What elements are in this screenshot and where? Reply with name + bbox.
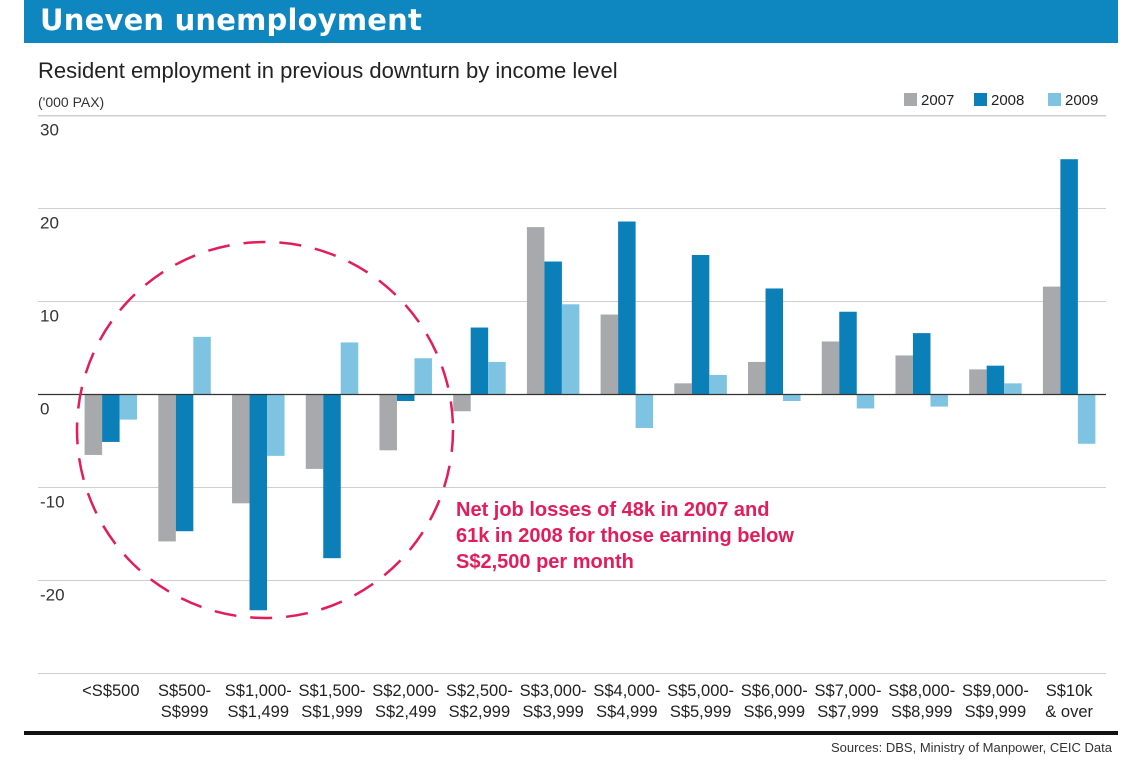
- page-title: Uneven unemployment: [40, 3, 423, 37]
- bar-2008-12: [986, 365, 1005, 395]
- bar-2008-3: [323, 394, 341, 559]
- bar-2007-8: [674, 383, 692, 395]
- bar-2008-10: [839, 311, 857, 395]
- bar-2007-13: [1042, 286, 1061, 395]
- bar-2009-0: [119, 394, 138, 420]
- bar-2007-12: [969, 369, 987, 395]
- x-category-label: S$10k: [1046, 682, 1094, 700]
- bar-2008-8: [691, 255, 710, 395]
- x-category-label: S$2,000-: [372, 682, 439, 700]
- x-category-label: S$4,999: [596, 703, 657, 721]
- x-category-label: S$7,000-: [815, 682, 882, 700]
- y-axis-unit-label: ('000 PAX): [38, 94, 105, 110]
- bar-2007-7: [600, 314, 619, 395]
- x-category-label: S$2,500-: [446, 682, 513, 700]
- highlight-circle: [75, 240, 455, 620]
- y-tick-label: 20: [40, 214, 59, 233]
- bar-2007-2: [232, 394, 250, 504]
- legend-item-2009: 2009: [1048, 92, 1098, 109]
- annotation-line-3: S$2,500 per month: [456, 551, 634, 573]
- x-category-label: S$2,499: [375, 703, 436, 721]
- job-loss-annotation: Net job losses of 48k in 2007 and 61k in…: [456, 497, 794, 575]
- legend-item-2008: 2008: [974, 92, 1024, 109]
- bar-2009-10: [856, 394, 875, 409]
- bar-2009-2: [267, 394, 285, 456]
- bar-2008-4: [396, 394, 415, 402]
- x-category-label: S$8,999: [891, 703, 952, 721]
- y-tick-label: 30: [40, 121, 59, 140]
- x-category-label: S$4,000-: [593, 682, 660, 700]
- bar-2008-13: [1060, 159, 1078, 395]
- bar-2007-3: [305, 394, 324, 469]
- x-category-label: S$6,999: [744, 703, 805, 721]
- title-banner: Uneven unemployment: [24, 0, 1118, 43]
- legend-label-2008: 2008: [991, 92, 1025, 109]
- legend-swatch-2007: [904, 93, 917, 106]
- x-category-label: S$7,999: [817, 703, 878, 721]
- y-tick-label: 0: [40, 400, 49, 419]
- annotation-line-2: 61k in 2008 for those earning below: [456, 525, 794, 547]
- bar-2008-2: [249, 394, 268, 611]
- bar-2009-9: [783, 394, 801, 402]
- bar-2009-12: [1004, 383, 1022, 395]
- bar-2007-9: [748, 361, 766, 395]
- x-category-label: S$6,000-: [741, 682, 808, 700]
- x-category-label: & over: [1045, 703, 1093, 721]
- x-category-label: S$1,499: [228, 703, 289, 721]
- bar-2009-4: [414, 358, 432, 395]
- source-note: Sources: DBS, Ministry of Manpower, CEIC…: [830, 740, 1112, 755]
- bottom-rule: [24, 731, 1118, 735]
- bar-2008-5: [470, 327, 489, 395]
- bar-2007-11: [895, 355, 913, 395]
- legend-item-2007: 2007: [904, 92, 954, 109]
- x-category-label: S$9,999: [965, 703, 1026, 721]
- x-category-label: S$2,999: [449, 703, 510, 721]
- bar-2008-0: [102, 394, 120, 442]
- bar-2009-6: [561, 304, 580, 395]
- bar-2007-4: [379, 394, 397, 451]
- bar-2007-0: [84, 394, 103, 455]
- bar-2008-6: [544, 261, 562, 395]
- bar-2007-10: [821, 341, 840, 395]
- bar-2009-1: [193, 336, 211, 395]
- y-tick-label: -10: [40, 493, 65, 512]
- x-category-label: S$5,999: [670, 703, 731, 721]
- x-category-label: S$500-: [158, 682, 211, 700]
- legend-label-2007: 2007: [921, 92, 955, 109]
- legend-swatch-2009: [1048, 93, 1061, 106]
- x-category-label: S$999: [161, 703, 209, 721]
- x-category-label: S$8,000-: [888, 682, 955, 700]
- x-category-label: S$1,500-: [299, 682, 366, 700]
- bar-2009-11: [930, 394, 948, 407]
- annotation-line-1: Net job losses of 48k in 2007 and: [456, 499, 770, 521]
- bar-2008-1: [175, 394, 194, 532]
- legend-swatch-2008: [974, 93, 987, 106]
- bar-2008-9: [765, 288, 784, 395]
- x-category-label: S$9,000-: [962, 682, 1029, 700]
- bar-2007-5: [453, 394, 471, 412]
- bar-2009-7: [635, 394, 654, 428]
- bar-2008-11: [912, 333, 931, 395]
- bar-2009-3: [340, 342, 359, 395]
- y-tick-label: -20: [40, 586, 65, 605]
- x-category-label: S$1,999: [301, 703, 362, 721]
- bar-2007-6: [526, 227, 545, 395]
- x-category-label: S$3,000-: [520, 682, 587, 700]
- bar-2009-13: [1077, 394, 1096, 444]
- x-category-label: S$1,000-: [225, 682, 292, 700]
- x-category-label: <S$500: [82, 682, 139, 700]
- bar-2007-1: [158, 394, 176, 542]
- x-category-label: S$3,999: [522, 703, 583, 721]
- legend-label-2009: 2009: [1065, 92, 1099, 109]
- bar-2009-8: [709, 374, 727, 395]
- bar-2008-7: [618, 221, 636, 395]
- bar-2009-5: [488, 361, 506, 395]
- chart-subtitle: Resident employment in previous downturn…: [38, 58, 618, 83]
- y-tick-label: 10: [40, 307, 59, 326]
- x-category-label: S$5,000-: [667, 682, 734, 700]
